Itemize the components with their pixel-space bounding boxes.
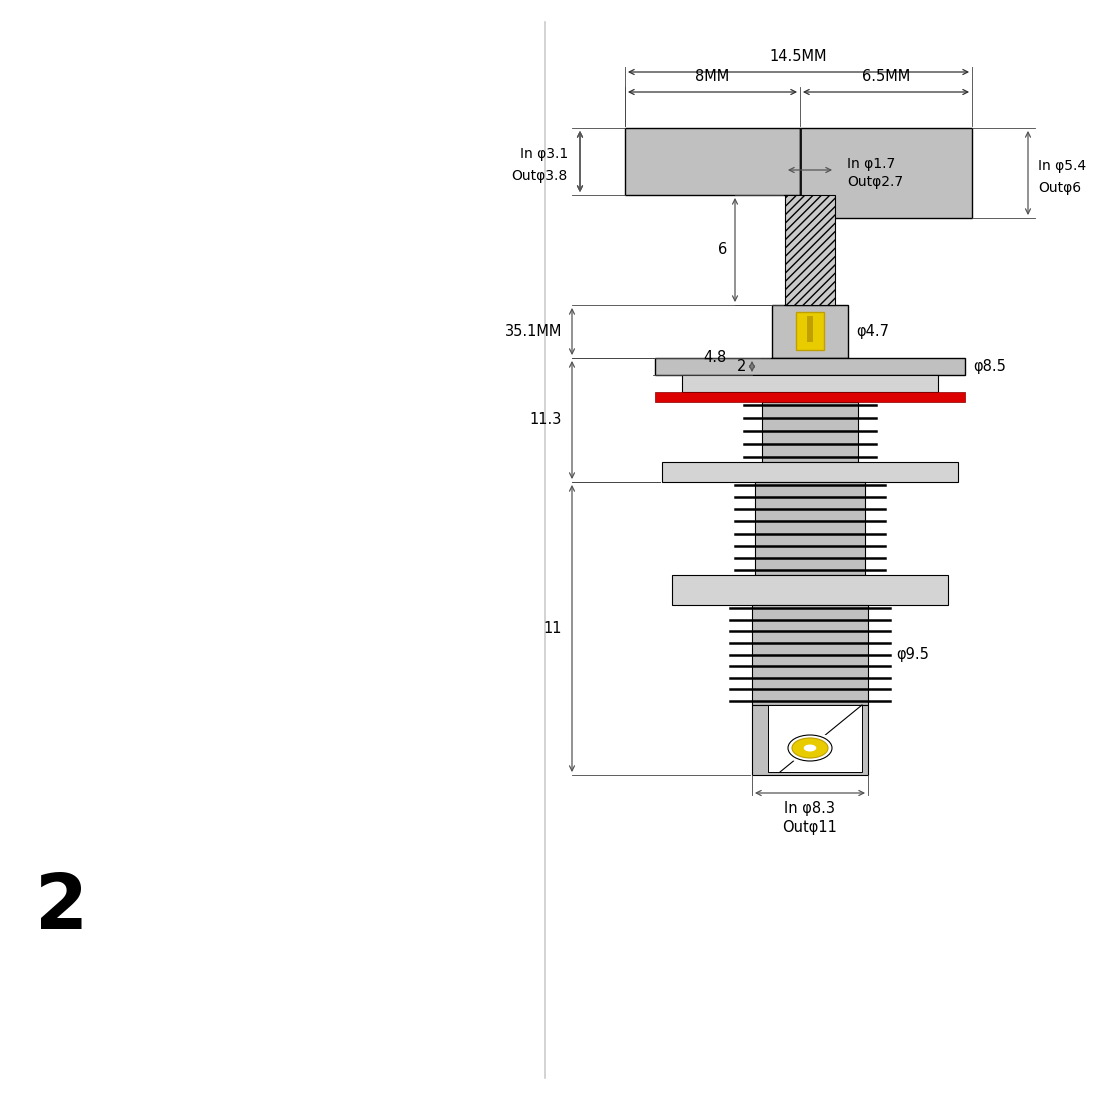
Text: In φ3.1: In φ3.1 (519, 147, 568, 162)
Bar (662, 462, 958, 482)
Bar (807, 316, 813, 342)
Text: 11: 11 (543, 621, 562, 636)
Bar (654, 392, 965, 402)
Bar (772, 305, 848, 358)
Ellipse shape (804, 745, 816, 751)
Bar (625, 128, 800, 195)
Bar (796, 312, 824, 350)
Text: φ4.7: φ4.7 (856, 324, 889, 339)
Bar (654, 358, 965, 375)
Text: 35.1MM: 35.1MM (505, 324, 562, 339)
Text: Outφ6: Outφ6 (1038, 182, 1081, 195)
Text: 8MM: 8MM (695, 69, 729, 84)
Bar (768, 705, 862, 772)
Text: In φ1.7: In φ1.7 (847, 157, 895, 170)
Text: In φ8.3: In φ8.3 (784, 801, 836, 816)
Bar (672, 575, 948, 605)
Bar (762, 402, 858, 462)
Text: φ9.5: φ9.5 (896, 648, 928, 662)
Bar (752, 605, 868, 705)
Bar (800, 128, 972, 218)
Bar (752, 705, 868, 776)
Bar (755, 482, 865, 575)
Text: 2: 2 (737, 359, 746, 374)
Text: Outφ3.8: Outφ3.8 (512, 169, 568, 184)
Text: 11.3: 11.3 (529, 412, 562, 428)
Bar (682, 375, 938, 392)
Text: 6: 6 (717, 242, 727, 257)
Text: Outφ2.7: Outφ2.7 (847, 175, 903, 189)
Bar (785, 195, 835, 305)
Text: 4.8: 4.8 (704, 351, 727, 365)
Text: 14.5MM: 14.5MM (770, 50, 827, 64)
Text: 6.5MM: 6.5MM (862, 69, 910, 84)
Text: Outφ11: Outφ11 (782, 820, 837, 835)
Text: In φ5.4: In φ5.4 (1038, 160, 1086, 173)
Text: φ8.5: φ8.5 (974, 359, 1005, 374)
Ellipse shape (786, 734, 834, 762)
Text: 2: 2 (35, 871, 88, 945)
Ellipse shape (792, 738, 828, 758)
